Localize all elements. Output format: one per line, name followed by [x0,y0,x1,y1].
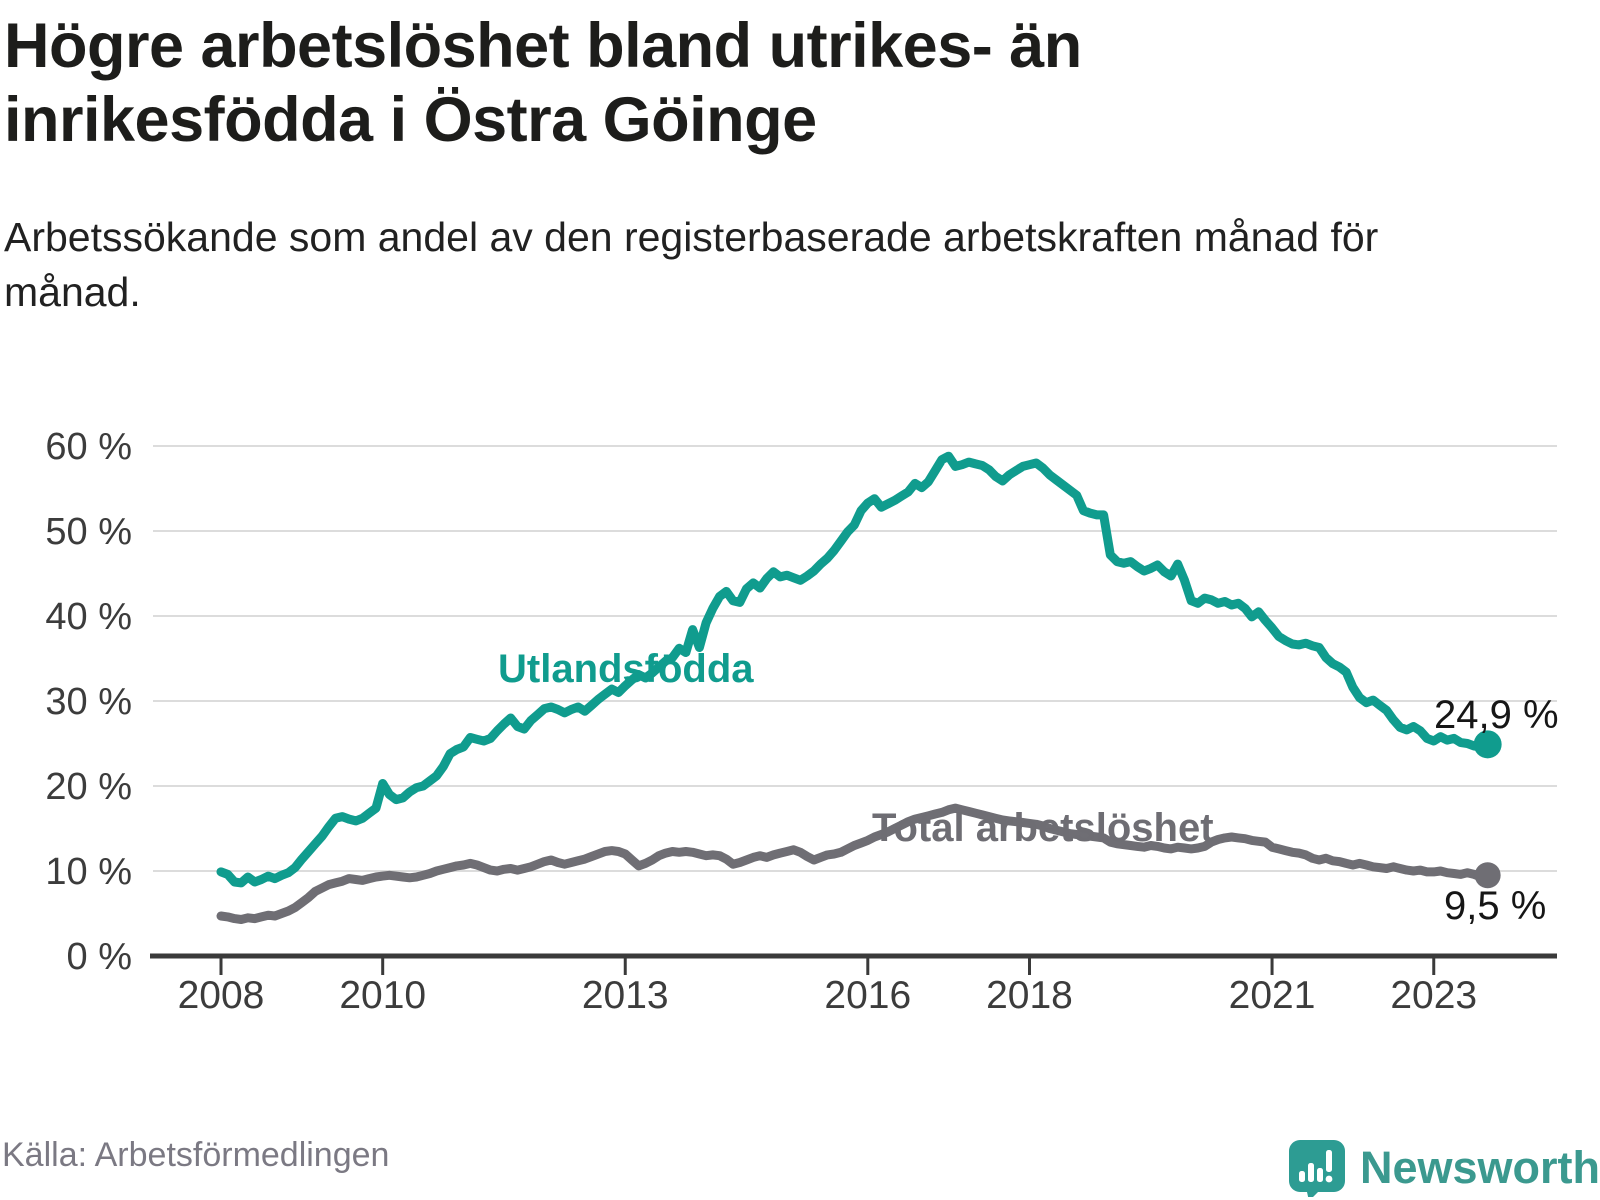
end-dot-utlandsfodda [1473,730,1502,759]
page-subtitle: Arbetssökande som andel av den registerb… [4,214,1379,315]
end-value-label-utlandsfodda: 24,9 % [1434,693,1559,737]
x-tick-label-2018: 2018 [986,974,1073,1017]
x-tick-label-2023: 2023 [1390,974,1477,1017]
y-tick-label-40: 40 % [45,596,132,638]
brand-logo: Newsworthy [1288,1139,1600,1197]
y-tick-label-30: 30 % [45,681,132,723]
end-dot-total-arbetsloshet [1474,862,1501,889]
x-tick-label-2013: 2013 [582,974,669,1017]
bar-chart-glyph [1299,1150,1333,1183]
y-tick-label-10: 10 % [45,851,132,893]
y-tick-label-60: 60 % [45,426,132,468]
end-value-label-total: 9,5 % [1444,884,1547,928]
source-note: Källa: Arbetsförmedlingen [2,1136,390,1174]
series-label-total-arbetsloshet: Total arbetslöshet [872,806,1214,850]
series-label-utlandsfodda: Utlandsfödda [498,647,754,691]
x-tick-label-2021: 2021 [1229,974,1316,1017]
x-tick-label-2016: 2016 [824,974,911,1017]
x-tick-label-2010: 2010 [339,974,426,1017]
newsworthy-icon [1289,1140,1345,1197]
brand-name: Newsworthy [1360,1142,1600,1193]
y-tick-label-50: 50 % [45,511,132,553]
speech-bubble-shape [1289,1140,1345,1197]
y-tick-label-20: 20 % [45,766,132,808]
page-title: Högre arbetslöshet bland utrikes- än inr… [4,11,1082,155]
x-tick-label-2008: 2008 [178,974,265,1017]
series-line-utlandsfodda [216,451,1493,888]
series-line-total-arbetsloshet [216,803,1493,924]
y-tick-label-0: 0 % [67,936,132,978]
